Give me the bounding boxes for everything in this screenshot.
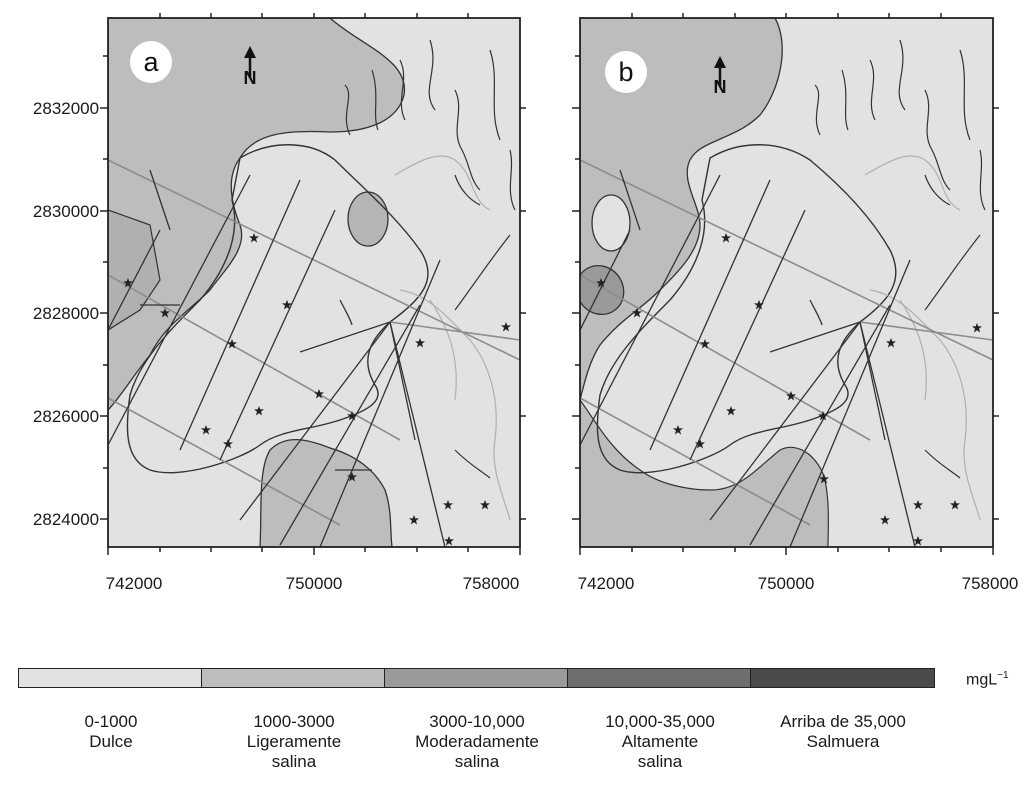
legend-class-name-2: salina bbox=[271, 752, 317, 771]
legend-unit: mgL−1 bbox=[966, 670, 1009, 689]
y-tick-label: 2826000 bbox=[33, 407, 99, 426]
legend-label-salmuera: Arriba de 35,000 Salmuera bbox=[751, 712, 935, 752]
map-a-saline-oval bbox=[347, 191, 389, 247]
map-a-canals bbox=[108, 169, 446, 547]
map-a-north-label: N bbox=[244, 68, 257, 88]
legend-swatch-moderadamente-salina bbox=[384, 668, 569, 688]
y-tick-label: 2828000 bbox=[33, 304, 99, 323]
y-axis-labels: 2832000 2830000 2828000 2826000 2824000 bbox=[33, 99, 99, 529]
legend-swatch-ligeramente-salina bbox=[201, 668, 386, 688]
y-tick-label: 2824000 bbox=[33, 510, 99, 529]
legend-label-altamente-salina: 10,000-35,000 Altamente salina bbox=[568, 712, 752, 772]
legend-range: 1000-3000 bbox=[253, 712, 335, 731]
map-b-saline-zone-southwest bbox=[580, 398, 829, 547]
map-b-north-label: N bbox=[714, 77, 727, 97]
map-a-streams bbox=[344, 39, 516, 479]
map-panel-a: a N bbox=[107, 17, 521, 548]
map-panel-b: b N bbox=[579, 17, 994, 548]
x-axis-labels: 742000 750000 758000 742000 750000 75800… bbox=[106, 574, 1019, 593]
map-b-canals bbox=[580, 169, 916, 547]
legend-label-ligeramente-salina: 1000-3000 Ligeramente salina bbox=[202, 712, 386, 772]
legend-label-moderadamente-salina: 3000-10,000 Moderadamente salina bbox=[385, 712, 569, 772]
legend-label-dulce: 0-1000 Dulce bbox=[19, 712, 203, 752]
x-tick-label: 758000 bbox=[962, 574, 1019, 593]
map-a-north-arrow-icon: N bbox=[244, 46, 257, 88]
legend-class-name-2: salina bbox=[454, 752, 500, 771]
legend-swatch-salmuera bbox=[750, 668, 935, 688]
legend-range: 0-1000 bbox=[84, 712, 138, 731]
legend-class-name: Moderadamente bbox=[415, 732, 539, 751]
y-tick-label: 2832000 bbox=[33, 99, 99, 118]
legend-class-name-2: salina bbox=[637, 752, 683, 771]
legend-swatch-dulce bbox=[18, 668, 203, 688]
legend-range: Arriba de 35,000 bbox=[780, 712, 906, 731]
map-a-saline-zone-west-strip bbox=[108, 209, 161, 331]
map-a-letter: a bbox=[143, 47, 159, 77]
legend-class-name: Salmuera bbox=[806, 732, 880, 751]
map-a-freshwater-boundary bbox=[126, 144, 429, 474]
map-b-streams bbox=[814, 39, 986, 479]
legend-swatch-altamente-salina bbox=[567, 668, 752, 688]
legend-class-name: Ligeramente bbox=[246, 732, 342, 751]
x-tick-label: 750000 bbox=[758, 574, 815, 593]
map-a-roads bbox=[108, 159, 520, 526]
x-tick-label: 750000 bbox=[286, 574, 343, 593]
legend-range: 3000-10,000 bbox=[429, 712, 525, 731]
map-b-fresh-oval bbox=[591, 194, 631, 252]
y-tick-label: 2830000 bbox=[33, 202, 99, 221]
map-b-freshwater-boundary bbox=[596, 144, 897, 474]
map-b-letter: b bbox=[618, 57, 633, 87]
legend-range: 10,000-35,000 bbox=[605, 712, 715, 731]
legend-class-name: Altamente bbox=[621, 732, 699, 751]
x-tick-label: 758000 bbox=[463, 574, 520, 593]
x-tick-label: 742000 bbox=[106, 574, 163, 593]
legend-class-name: Dulce bbox=[89, 732, 133, 751]
map-b-letter-badge bbox=[605, 51, 647, 93]
map-a-saline-zone-northwest bbox=[108, 18, 406, 411]
map-a-letter-badge bbox=[130, 41, 172, 83]
x-tick-label: 742000 bbox=[578, 574, 635, 593]
map-b-north-arrow-icon: N bbox=[714, 56, 727, 97]
